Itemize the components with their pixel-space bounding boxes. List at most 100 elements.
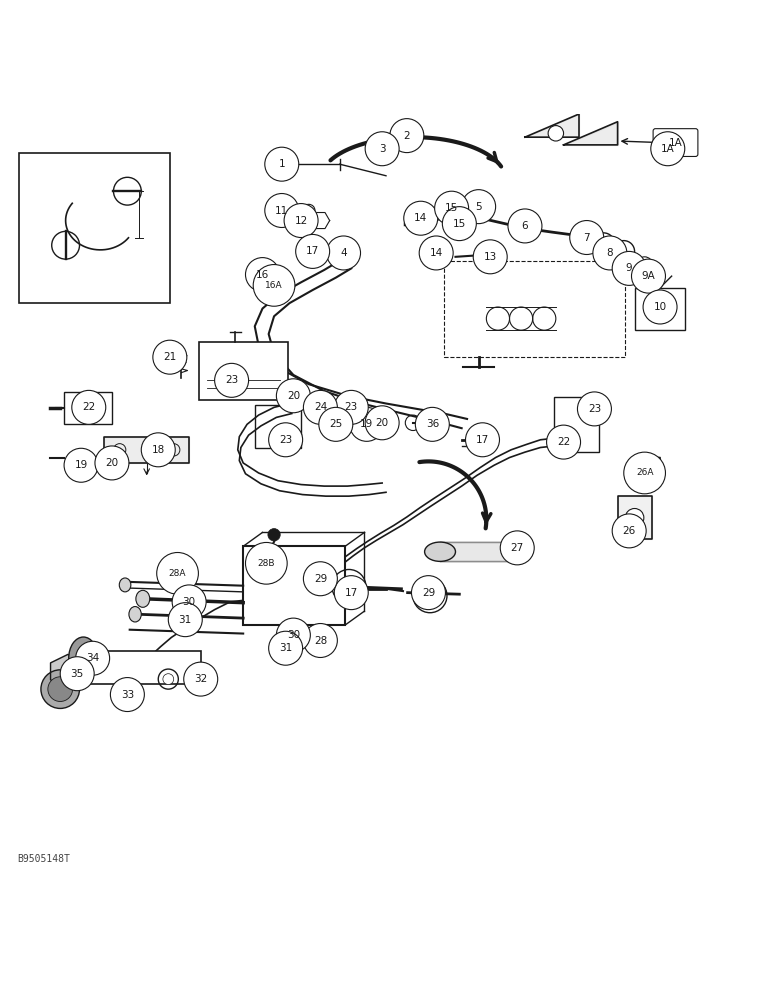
Text: 24: 24 (313, 402, 327, 412)
Text: 18: 18 (151, 445, 165, 455)
Text: 2: 2 (404, 131, 410, 141)
Polygon shape (618, 496, 652, 539)
Circle shape (350, 407, 384, 441)
Circle shape (612, 514, 646, 548)
Text: 29: 29 (422, 588, 435, 598)
Ellipse shape (119, 578, 130, 592)
Bar (444, 261, 625, 357)
Text: 34: 34 (86, 653, 100, 663)
Text: 14: 14 (414, 213, 428, 223)
Circle shape (141, 433, 175, 467)
Text: 22: 22 (557, 437, 571, 447)
Bar (19, 153, 170, 303)
Ellipse shape (502, 542, 533, 561)
Circle shape (48, 677, 73, 701)
Text: 12: 12 (294, 216, 308, 226)
Text: 9A: 9A (642, 271, 655, 281)
Circle shape (157, 552, 198, 594)
Ellipse shape (425, 542, 455, 561)
Text: 29: 29 (313, 574, 327, 584)
Polygon shape (629, 458, 660, 481)
Circle shape (269, 631, 303, 665)
Text: 30: 30 (286, 630, 300, 640)
Circle shape (41, 670, 80, 708)
Text: 16: 16 (256, 270, 269, 280)
Text: 20: 20 (105, 458, 119, 468)
Text: 15: 15 (452, 219, 466, 229)
Circle shape (625, 508, 644, 527)
Text: 17: 17 (476, 435, 489, 445)
Text: 20: 20 (286, 391, 300, 401)
Circle shape (365, 406, 399, 440)
Circle shape (593, 236, 627, 270)
Text: 31: 31 (279, 643, 293, 653)
Circle shape (64, 448, 98, 482)
Circle shape (577, 392, 611, 426)
Circle shape (508, 209, 542, 243)
Bar (635, 288, 685, 330)
Text: 28: 28 (313, 636, 327, 646)
Bar (89, 651, 201, 684)
Circle shape (265, 194, 299, 227)
Text: 33: 33 (120, 690, 134, 700)
Text: 6: 6 (522, 221, 528, 231)
Circle shape (411, 576, 445, 610)
Circle shape (643, 290, 677, 324)
Circle shape (404, 201, 438, 235)
Bar (64, 392, 112, 424)
Text: 21: 21 (163, 352, 177, 362)
Text: 32: 32 (194, 674, 208, 684)
Text: 5: 5 (476, 202, 482, 212)
Text: 3: 3 (379, 144, 385, 154)
Text: 23: 23 (279, 435, 293, 445)
Text: 9: 9 (626, 263, 632, 273)
Circle shape (72, 390, 106, 424)
Text: 1: 1 (279, 159, 285, 169)
FancyBboxPatch shape (653, 129, 698, 156)
Text: 11: 11 (275, 206, 289, 216)
Circle shape (334, 576, 368, 610)
Text: 23: 23 (344, 402, 358, 412)
Circle shape (265, 147, 299, 181)
Text: 8: 8 (607, 248, 613, 258)
Circle shape (253, 265, 295, 306)
Circle shape (365, 132, 399, 166)
Text: 16A: 16A (266, 281, 283, 290)
Circle shape (570, 221, 604, 255)
Circle shape (284, 204, 318, 238)
Circle shape (245, 258, 279, 292)
Text: 28B: 28B (258, 559, 275, 568)
Bar (255, 405, 301, 448)
Text: 19: 19 (74, 460, 88, 470)
Circle shape (215, 363, 249, 397)
Text: 14: 14 (429, 248, 443, 258)
Text: 23: 23 (225, 375, 239, 385)
Circle shape (303, 562, 337, 596)
Text: 31: 31 (178, 615, 192, 625)
Circle shape (631, 259, 665, 293)
Circle shape (399, 119, 415, 135)
Bar (243, 546, 345, 625)
Circle shape (184, 662, 218, 696)
Circle shape (624, 452, 665, 494)
Circle shape (651, 132, 685, 166)
Text: 25: 25 (329, 419, 343, 429)
Circle shape (319, 407, 353, 441)
Circle shape (245, 542, 287, 584)
Circle shape (303, 390, 337, 424)
Circle shape (473, 240, 507, 274)
Circle shape (442, 207, 476, 241)
Circle shape (547, 425, 581, 459)
Text: 13: 13 (483, 252, 497, 262)
Circle shape (435, 191, 469, 225)
Ellipse shape (129, 607, 141, 622)
Polygon shape (564, 122, 618, 145)
Circle shape (334, 390, 368, 424)
Text: 17: 17 (344, 588, 358, 598)
Bar (554, 397, 599, 452)
Text: 1A: 1A (669, 138, 682, 148)
Circle shape (296, 234, 330, 268)
Circle shape (60, 657, 94, 691)
Circle shape (76, 641, 110, 675)
Ellipse shape (69, 637, 98, 679)
